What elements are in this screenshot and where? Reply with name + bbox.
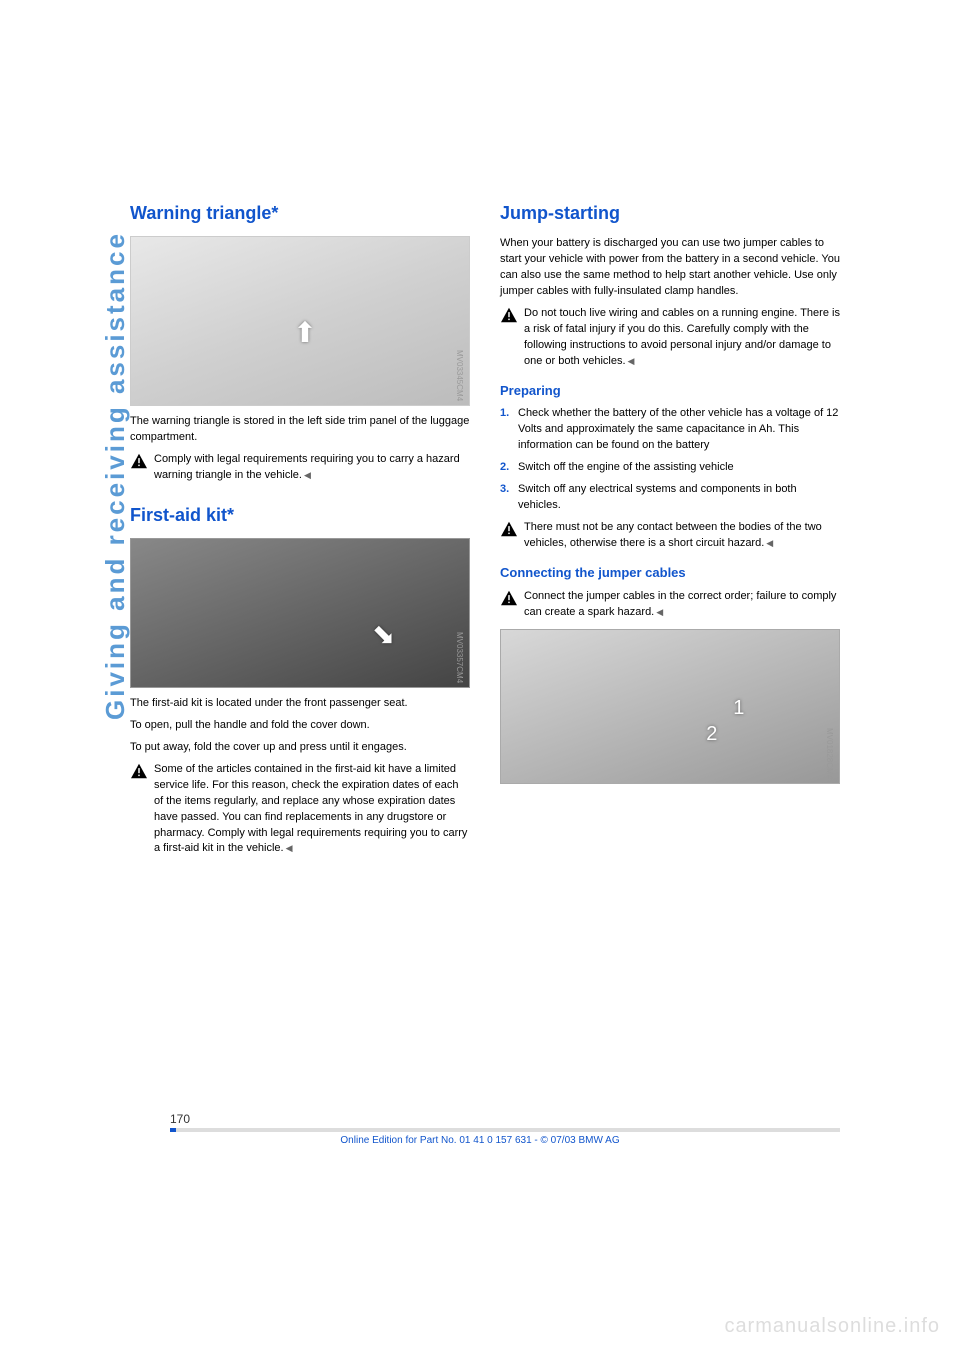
callout-2: 2 [706, 720, 717, 749]
footer-text: Online Edition for Part No. 01 41 0 157 … [0, 1135, 960, 1146]
warning-text: Connect the jumper cables in the correct… [524, 589, 840, 621]
paragraph: When your battery is discharged you can … [500, 236, 840, 300]
callout-1: 1 [733, 694, 744, 723]
figure-first-aid: ⬆ MV03357CM4 [130, 538, 470, 688]
heading-jump-starting: Jump-starting [500, 200, 840, 226]
paragraph: The warning triangle is stored in the le… [130, 414, 470, 446]
figure-warning-triangle: ⬆ MV03345CM4 [130, 236, 470, 406]
warning-text: Some of the articles contained in the fi… [154, 762, 470, 858]
warning-icon [500, 521, 518, 537]
heading-preparing: Preparing [500, 382, 840, 401]
end-mark-icon: ◀ [286, 842, 293, 855]
list-item: 1.Check whether the battery of the other… [500, 406, 840, 454]
watermark: carmanualsonline.info [724, 1315, 940, 1338]
warning-block: Comply with legal requirements requiring… [130, 452, 470, 484]
end-mark-icon: ◀ [628, 355, 635, 368]
end-mark-icon: ◀ [656, 606, 663, 619]
sidebar-section-title: Giving and receiving assistance [100, 231, 131, 720]
warning-block: Some of the articles contained in the fi… [130, 762, 470, 858]
warning-icon [130, 453, 148, 469]
heading-first-aid: First-aid kit* [130, 502, 470, 528]
figure-code: MV03357CM4 [453, 632, 465, 683]
footer-bar [170, 1128, 840, 1132]
heading-connecting: Connecting the jumper cables [500, 564, 840, 583]
warning-text: There must not be any contact between th… [524, 520, 840, 552]
figure-code: MV03345CM4 [453, 350, 465, 401]
warning-text: Comply with legal requirements requiring… [154, 452, 470, 484]
warning-block: Do not touch live wiring and cables on a… [500, 306, 840, 370]
warning-icon [130, 763, 148, 779]
paragraph: To open, pull the handle and fold the co… [130, 718, 470, 734]
left-column: Warning triangle* ⬆ MV03345CM4 The warni… [130, 200, 470, 863]
end-mark-icon: ◀ [304, 469, 311, 482]
paragraph: The first-aid kit is located under the f… [130, 696, 470, 712]
warning-icon [500, 590, 518, 606]
arrow-icon: ⬆ [360, 611, 405, 656]
end-mark-icon: ◀ [766, 537, 773, 550]
heading-warning-triangle: Warning triangle* [130, 200, 470, 226]
warning-icon [500, 307, 518, 323]
figure-code: MV01828CM4 [823, 728, 835, 779]
warning-block: Connect the jumper cables in the correct… [500, 589, 840, 621]
prep-steps-list: 1.Check whether the battery of the other… [500, 406, 840, 514]
arrow-icon: ⬆ [293, 313, 316, 354]
paragraph: To put away, fold the cover up and press… [130, 740, 470, 756]
page-number: 170 [170, 1112, 190, 1126]
warning-text: Do not touch live wiring and cables on a… [524, 306, 840, 370]
right-column: Jump-starting When your battery is disch… [500, 200, 840, 863]
list-item: 3.Switch off any electrical systems and … [500, 482, 840, 514]
warning-block: There must not be any contact between th… [500, 520, 840, 552]
figure-jumper-terminal: 1 2 MV01828CM4 [500, 629, 840, 784]
list-item: 2.Switch off the engine of the assisting… [500, 460, 840, 476]
